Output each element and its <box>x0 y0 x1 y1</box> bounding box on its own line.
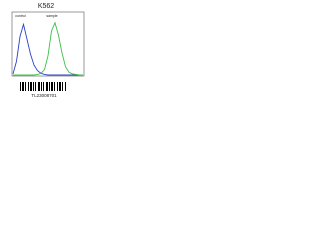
barcode <box>20 82 66 91</box>
legend-label: control <box>15 14 26 18</box>
footnote: TL23008701 <box>31 93 57 98</box>
chart: K562 TL23008701 control sample <box>11 3 85 98</box>
chart-title: K562 <box>38 3 54 10</box>
histogram-line <box>12 22 83 76</box>
histogram-line <box>13 21 83 76</box>
plot-frame <box>11 11 85 77</box>
legend-label: sample <box>46 14 57 18</box>
